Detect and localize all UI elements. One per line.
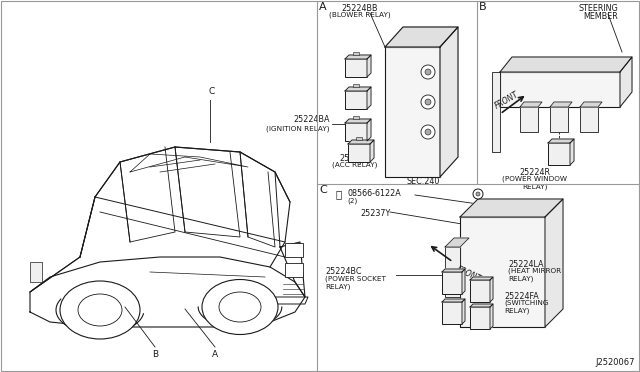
Polygon shape <box>367 87 371 109</box>
Bar <box>445 247 460 297</box>
Polygon shape <box>490 277 493 302</box>
Polygon shape <box>550 102 572 107</box>
Polygon shape <box>470 304 493 307</box>
Polygon shape <box>345 119 371 123</box>
Bar <box>353 116 359 119</box>
Polygon shape <box>442 299 465 302</box>
Polygon shape <box>440 27 458 177</box>
Bar <box>353 84 359 87</box>
Text: B: B <box>152 350 158 359</box>
Bar <box>345 59 367 77</box>
Bar <box>442 272 462 294</box>
Polygon shape <box>367 119 371 141</box>
Text: J2520067: J2520067 <box>595 358 635 367</box>
Polygon shape <box>348 140 374 144</box>
Polygon shape <box>385 27 458 47</box>
Text: FRONT: FRONT <box>347 87 374 108</box>
Polygon shape <box>345 87 371 91</box>
Bar <box>285 263 303 277</box>
Circle shape <box>421 95 435 109</box>
Text: FRONT: FRONT <box>493 90 520 111</box>
Polygon shape <box>620 57 632 107</box>
Polygon shape <box>442 269 465 272</box>
Text: RELAY): RELAY) <box>508 276 533 282</box>
Bar <box>345 91 367 109</box>
Text: 25224FA: 25224FA <box>504 292 539 301</box>
Text: (ACC RELAY): (ACC RELAY) <box>332 162 378 169</box>
Text: C: C <box>319 185 327 195</box>
Circle shape <box>421 65 435 79</box>
Polygon shape <box>580 102 602 107</box>
Text: (POWER SOCKET: (POWER SOCKET <box>325 275 386 282</box>
Bar <box>460 217 545 327</box>
Text: (BLOWER RELAY): (BLOWER RELAY) <box>329 12 391 19</box>
Text: Ⓢ: Ⓢ <box>336 189 342 199</box>
Polygon shape <box>490 304 493 329</box>
Bar <box>470 280 490 302</box>
Bar <box>353 52 359 55</box>
Bar <box>470 307 490 329</box>
Polygon shape <box>345 55 371 59</box>
Text: RELAY): RELAY) <box>504 308 529 314</box>
Circle shape <box>425 69 431 75</box>
Bar <box>30 262 42 282</box>
Text: MEMBER: MEMBER <box>583 12 618 21</box>
Polygon shape <box>367 55 371 77</box>
Bar <box>348 144 370 162</box>
Circle shape <box>425 129 431 135</box>
Circle shape <box>425 99 431 105</box>
Ellipse shape <box>202 279 278 334</box>
Text: 25224BC: 25224BC <box>325 267 362 276</box>
Polygon shape <box>520 102 542 107</box>
Text: (IGNITION RELAY): (IGNITION RELAY) <box>266 126 330 132</box>
Polygon shape <box>370 140 374 162</box>
Text: A: A <box>319 2 326 12</box>
Text: 25224BA: 25224BA <box>294 115 330 125</box>
Bar <box>442 302 462 324</box>
Text: 25237Y: 25237Y <box>360 209 390 218</box>
Polygon shape <box>470 277 493 280</box>
Polygon shape <box>460 199 563 217</box>
Polygon shape <box>500 57 632 72</box>
Text: (2): (2) <box>347 197 357 203</box>
Circle shape <box>476 192 480 196</box>
Polygon shape <box>548 139 574 143</box>
Polygon shape <box>462 269 465 294</box>
Text: 25224LA: 25224LA <box>508 260 543 269</box>
Bar <box>520 107 538 132</box>
Bar <box>550 107 568 132</box>
Bar <box>548 143 570 165</box>
Text: 25224BB: 25224BB <box>342 4 378 13</box>
Bar <box>580 107 598 132</box>
Text: 25224B: 25224B <box>339 154 371 163</box>
Bar <box>356 137 362 140</box>
Polygon shape <box>570 139 574 165</box>
Text: SEC.240: SEC.240 <box>406 177 440 186</box>
Text: (HEAT MIRROR: (HEAT MIRROR <box>508 268 561 275</box>
Text: RELAY): RELAY) <box>325 283 350 289</box>
Polygon shape <box>445 238 469 247</box>
Text: B: B <box>479 2 486 12</box>
Ellipse shape <box>60 281 140 339</box>
Polygon shape <box>545 199 563 327</box>
Bar <box>345 123 367 141</box>
Text: STEERING: STEERING <box>579 4 618 13</box>
Text: C: C <box>209 87 215 96</box>
Text: (SWITCHING: (SWITCHING <box>504 300 548 307</box>
Circle shape <box>473 189 483 199</box>
Text: FRONT: FRONT <box>455 265 483 284</box>
Text: 25224R: 25224R <box>520 168 550 177</box>
Bar <box>285 243 303 257</box>
Text: (POWER WINDOW: (POWER WINDOW <box>502 176 568 183</box>
Polygon shape <box>462 299 465 324</box>
Text: 08566-6122A: 08566-6122A <box>347 189 401 198</box>
Bar <box>492 72 500 152</box>
Circle shape <box>421 125 435 139</box>
Bar <box>500 72 620 107</box>
Text: RELAY): RELAY) <box>522 183 548 189</box>
Text: A: A <box>212 350 218 359</box>
Bar <box>385 47 440 177</box>
